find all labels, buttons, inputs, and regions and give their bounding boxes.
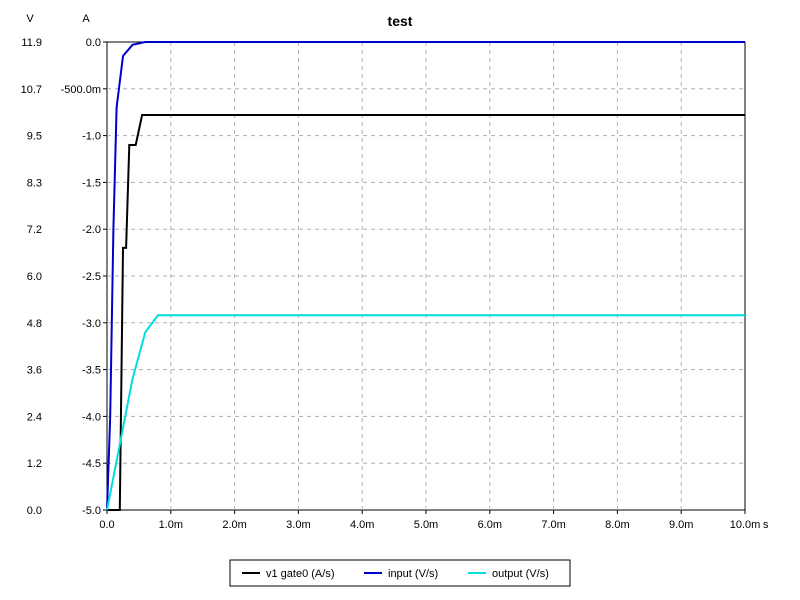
v-tick-label: 11.9 xyxy=(21,37,42,49)
a-tick-label: -1.0 xyxy=(82,131,101,143)
x-tick-label: 4.0m xyxy=(350,519,374,531)
a-tick-label: -5.0 xyxy=(82,505,101,517)
a-tick-label: -2.0 xyxy=(82,224,101,236)
chart-title: test xyxy=(388,13,413,29)
v-tick-label: 9.5 xyxy=(27,131,42,143)
x-tick-label: 3.0m xyxy=(286,519,310,531)
a-tick-label: -2.5 xyxy=(82,271,101,283)
v-tick-label: 6.0 xyxy=(27,271,42,283)
x-axis-label: s xyxy=(763,519,769,531)
a-tick-label: -1.5 xyxy=(82,177,101,189)
v-tick-label: 3.6 xyxy=(27,365,42,377)
v-tick-label: 8.3 xyxy=(27,177,42,189)
v-tick-label: 10.7 xyxy=(21,84,42,96)
a-axis-label: A xyxy=(82,13,90,25)
v-tick-label: 7.2 xyxy=(27,224,42,236)
v-axis-label: V xyxy=(26,13,34,25)
chart-svg: 0.0 1.2 2.4 3.6 4.8 6.0 7.2 8.3 9.5 10.7 11.9 -5.0 -… xyxy=(0,0,800,600)
a-tick-label: 0.0 xyxy=(86,37,101,49)
v-tick-label: 4.8 xyxy=(27,318,42,330)
x-tick-label: 7.0m xyxy=(541,519,565,531)
v-tick-label: 2.4 xyxy=(27,411,42,423)
a-tick-label: -3.5 xyxy=(82,365,101,377)
a-tick-label: -4.0 xyxy=(82,411,101,423)
x-tick-label: 0.0 xyxy=(99,519,114,531)
legend-label: v1 gate0 (A/s) xyxy=(266,568,334,580)
chart-container: 0.0 1.2 2.4 3.6 4.8 6.0 7.2 8.3 9.5 10.7 11.9 -5.0 -… xyxy=(0,0,800,600)
a-tick-label: -3.0 xyxy=(82,318,101,330)
a-tick-label: -4.5 xyxy=(82,458,101,470)
legend-label: input (V/s) xyxy=(388,568,438,580)
x-tick-label: 8.0m xyxy=(605,519,629,531)
v-tick-label: 1.2 xyxy=(27,458,42,470)
x-tick-label: 9.0m xyxy=(669,519,693,531)
a-tick-label: -500.0m xyxy=(61,84,101,96)
x-tick-label: 10.0m xyxy=(730,519,761,531)
x-tick-label: 2.0m xyxy=(222,519,246,531)
legend-label: output (V/s) xyxy=(492,568,549,580)
v-tick-label: 0.0 xyxy=(27,505,42,517)
x-tick-label: 1.0m xyxy=(159,519,183,531)
x-tick-label: 5.0m xyxy=(414,519,438,531)
x-tick-label: 6.0m xyxy=(478,519,502,531)
